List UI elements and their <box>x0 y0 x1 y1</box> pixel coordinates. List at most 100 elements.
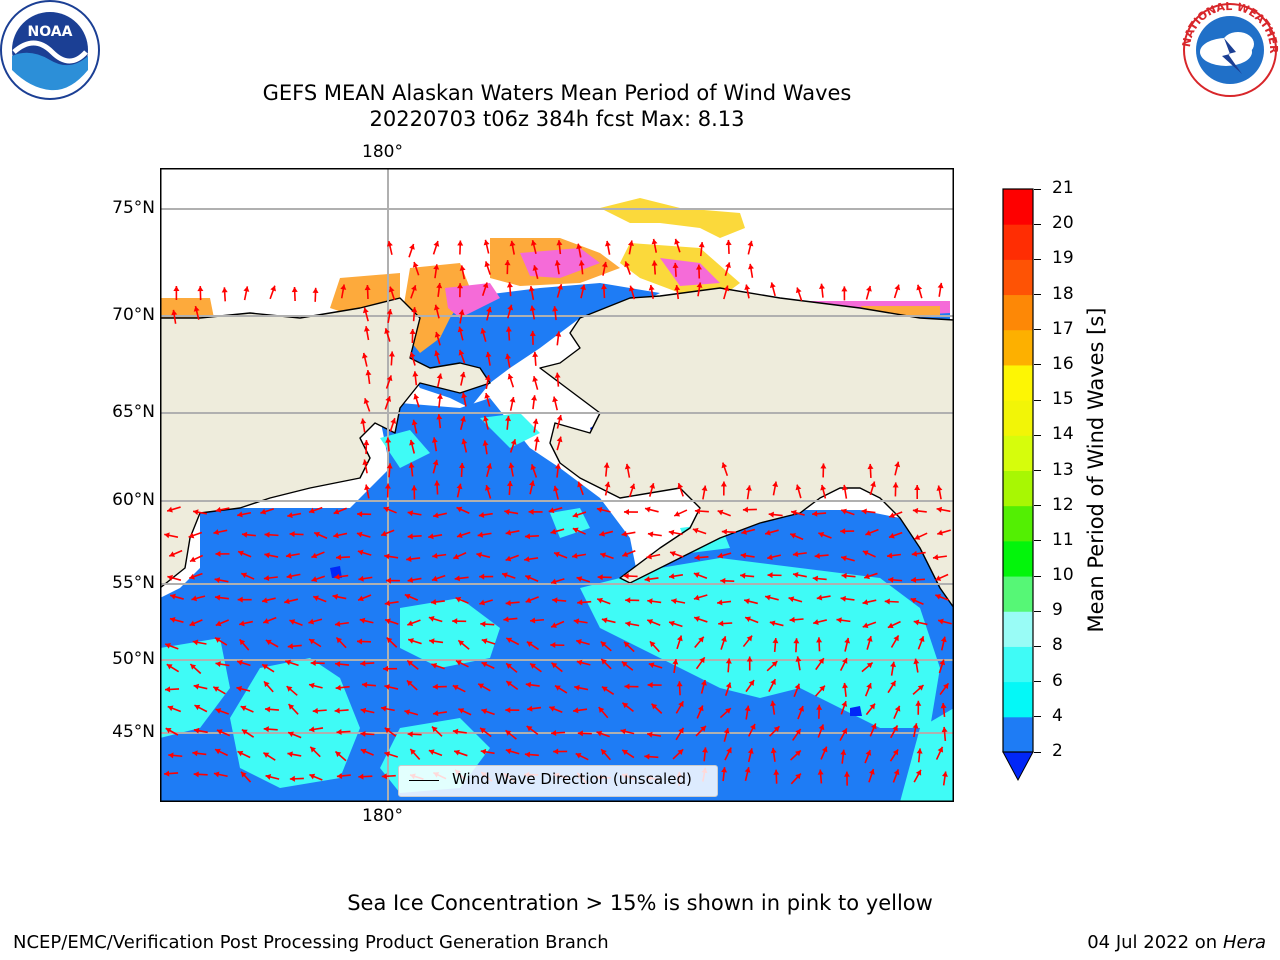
wind-arrow <box>772 481 779 496</box>
wind-arrow <box>892 769 900 783</box>
wind-arrow <box>505 529 520 536</box>
wind-arrow <box>789 616 804 623</box>
wind-arrow <box>363 440 370 455</box>
wind-arrow <box>772 637 779 653</box>
wind-arrow <box>532 375 539 390</box>
wind-arrow <box>407 510 422 517</box>
wind-arrow <box>770 700 777 715</box>
wind-arrow <box>888 576 903 583</box>
wind-arrow <box>841 572 856 579</box>
wind-arrow <box>285 659 299 667</box>
wind-arrow <box>433 304 440 319</box>
wind-arrow <box>597 574 612 581</box>
wind-arrow <box>484 374 491 390</box>
wind-arrow <box>360 707 375 714</box>
map-canvas <box>160 168 954 802</box>
chart-title: GEFS MEAN Alaskan Waters Mean Period of … <box>262 81 852 105</box>
wind-arrow <box>312 287 319 302</box>
wind-arrow <box>623 641 635 653</box>
colorbar-tick-mark <box>1034 364 1041 366</box>
wind-arrow <box>601 685 615 695</box>
wind-arrow <box>479 573 494 580</box>
wind-arrow <box>214 577 229 584</box>
lat-label-45: 45°N <box>112 722 155 742</box>
wind-arrow <box>596 730 610 738</box>
wind-arrow <box>505 415 512 430</box>
wind-arrow <box>747 240 754 255</box>
wind-arrow <box>289 619 303 626</box>
wind-arrow <box>386 240 393 255</box>
wind-arrow <box>940 636 947 651</box>
wind-arrow <box>887 680 897 694</box>
wind-arrow <box>529 662 542 673</box>
wind-arrow <box>436 393 443 408</box>
wind-arrow <box>193 727 208 734</box>
wind-arrow <box>792 551 807 558</box>
wind-arrow <box>934 573 949 581</box>
wind-arrow <box>647 731 662 738</box>
wind-arrow <box>264 552 279 559</box>
wind-arrow <box>164 642 179 650</box>
wind-arrow <box>481 708 495 716</box>
wind-arrow <box>432 240 440 255</box>
wind-arrow <box>215 619 229 627</box>
wind-arrow <box>383 665 398 672</box>
wind-arrow <box>600 748 611 761</box>
wind-arrow <box>862 621 877 629</box>
wind-arrow <box>509 396 516 411</box>
wind-arrow <box>720 636 727 650</box>
wind-arrow <box>333 507 347 515</box>
wind-arrow <box>404 593 419 601</box>
wind-arrow <box>816 704 823 719</box>
wind-arrow <box>452 684 466 693</box>
colorbar-tick-mark <box>1034 610 1041 612</box>
wind-arrow <box>168 549 183 557</box>
wind-arrow <box>890 661 897 676</box>
wind-arrow <box>167 705 182 713</box>
wind-arrow <box>674 238 681 253</box>
wind-arrow <box>215 550 230 557</box>
wind-arrow <box>696 282 703 297</box>
wind-arrow <box>432 683 447 690</box>
wind-arrow <box>477 531 492 538</box>
wind-arrow <box>192 750 207 757</box>
colorbar-tick-label: 20 <box>1052 213 1074 234</box>
colorbar-cell <box>1003 540 1033 577</box>
wind-arrow <box>596 506 611 513</box>
wind-arrow <box>221 287 228 302</box>
wind-arrow <box>550 578 565 585</box>
wind-arrow <box>747 748 754 763</box>
wind-arrow <box>940 702 947 718</box>
wind-arrow <box>238 620 253 627</box>
wind-arrow <box>428 533 443 540</box>
colorbar-tick-mark <box>1034 294 1041 296</box>
wind-arrow <box>505 748 520 755</box>
wind-arrow <box>553 748 568 755</box>
wind-arrow <box>286 573 301 580</box>
colorbar-tick-mark <box>1034 575 1041 577</box>
wind-arrow <box>431 574 446 582</box>
wind-arrow <box>188 572 203 580</box>
colorbar-cell <box>1003 224 1033 260</box>
wind-arrow <box>384 618 399 625</box>
wind-wave-arrows <box>164 238 952 786</box>
wind-arrow <box>672 748 684 760</box>
wind-arrow <box>360 418 367 433</box>
colorbar-tick-mark <box>1034 470 1041 471</box>
wind-arrow <box>675 700 684 714</box>
colorbar-cell <box>1003 329 1033 366</box>
wind-arrow <box>675 727 685 741</box>
wind-arrow <box>457 326 464 341</box>
wind-arrow <box>524 574 539 582</box>
wind-arrow <box>531 395 538 410</box>
wind-arrow <box>479 599 493 606</box>
wind-arrow <box>457 639 470 650</box>
wind-arrow <box>164 770 179 777</box>
wind-arrow <box>576 576 591 583</box>
wind-arrow <box>887 620 901 629</box>
wind-arrow <box>486 306 492 321</box>
wind-arrow <box>844 637 851 652</box>
wind-arrow <box>864 749 872 764</box>
wind-arrow <box>861 661 874 673</box>
wind-arrow <box>168 752 183 759</box>
